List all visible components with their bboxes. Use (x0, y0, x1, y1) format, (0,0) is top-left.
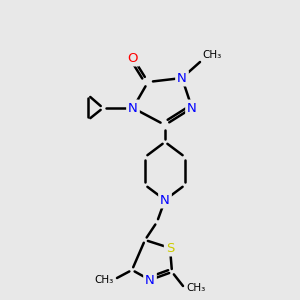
Text: O: O (128, 52, 138, 64)
Text: S: S (166, 242, 174, 254)
Text: N: N (145, 274, 155, 286)
Text: CH₃: CH₃ (202, 50, 221, 60)
Text: N: N (187, 101, 197, 115)
Text: CH₃: CH₃ (95, 275, 114, 285)
Text: CH₃: CH₃ (186, 283, 205, 293)
Text: N: N (128, 101, 138, 115)
Text: N: N (160, 194, 170, 206)
Text: N: N (177, 71, 187, 85)
